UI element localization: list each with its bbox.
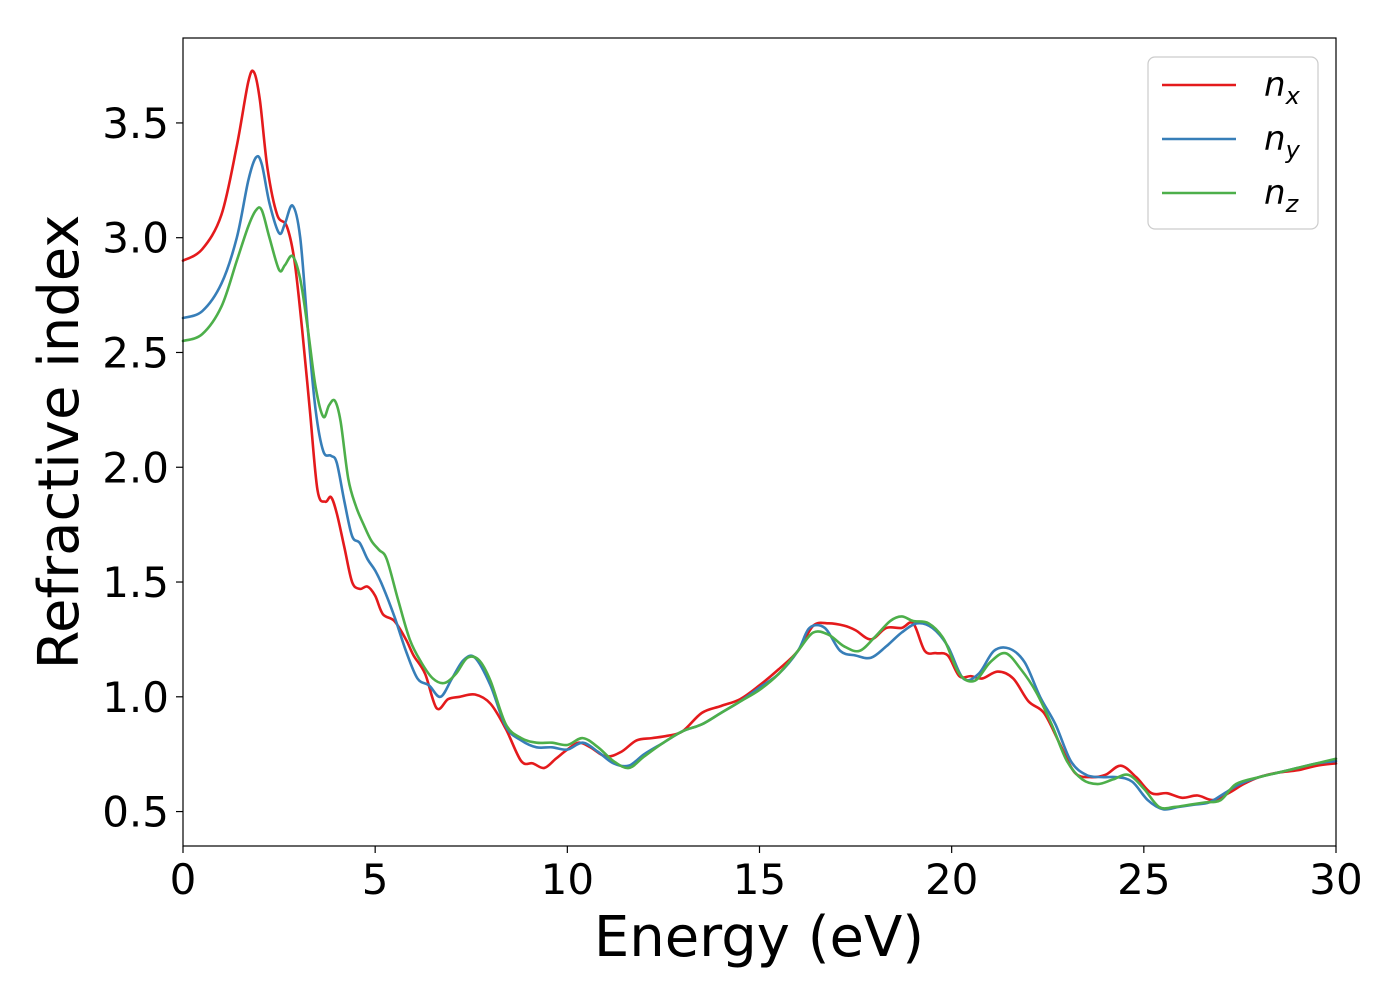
x-tick-label: 0 (170, 855, 197, 904)
legend-box (1147, 56, 1319, 230)
y-tick-label: 2.0 (102, 443, 169, 492)
x-tick-label: 25 (1117, 855, 1170, 904)
y-tick-label: 1.0 (102, 673, 169, 722)
x-axis-ticks: 0 5 10 15 20 25 30 (170, 846, 1363, 904)
legend-label-nx: nx (1264, 65, 1301, 110)
series-line-ny (181, 154, 1338, 811)
y-axis-title: Refractive index (27, 215, 92, 670)
x-tick-label: 15 (733, 855, 786, 904)
x-axis-title: Energy (eV) (594, 905, 924, 970)
series-layer (181, 69, 1338, 811)
y-tick-label: 1.5 (102, 558, 169, 607)
x-tick-label: 10 (541, 855, 594, 904)
legend-label-nz: nz (1264, 173, 1300, 218)
x-tick-label: 20 (925, 855, 978, 904)
y-tick-label: 3.0 (102, 214, 169, 263)
y-tick-label: 3.5 (102, 99, 169, 148)
plot-background (183, 38, 1336, 846)
legend: nx ny nz (1147, 56, 1319, 230)
x-tick-label: 5 (362, 855, 389, 904)
series-line-nz (181, 206, 1338, 810)
x-tick-label: 30 (1309, 855, 1362, 904)
legend-label-ny: ny (1264, 119, 1301, 164)
y-axis-ticks: 0.5 1.0 1.5 2.0 2.5 3.0 3.5 (102, 99, 183, 837)
y-tick-label: 2.5 (102, 328, 169, 377)
y-tick-label: 0.5 (102, 788, 169, 837)
